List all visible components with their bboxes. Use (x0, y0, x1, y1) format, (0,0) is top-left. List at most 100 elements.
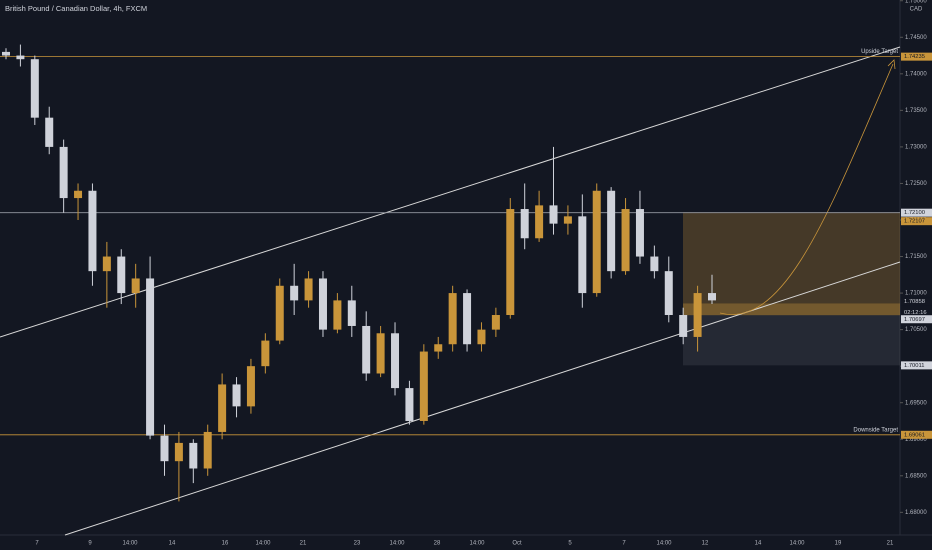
x-tick-label: 14:00 (389, 541, 405, 547)
candle-body (448, 293, 457, 345)
price-tag (901, 52, 932, 61)
x-tick-label: 14 (169, 541, 176, 547)
price-tag-label: 1.69061 (904, 432, 925, 438)
x-tick-label: 21 (887, 541, 894, 547)
candle-body (679, 315, 688, 337)
price-tag-label: 1.72100 (904, 210, 925, 216)
x-tick-label: 19 (835, 541, 842, 547)
price-tag-label: 1.70011 (904, 363, 925, 369)
x-tick-label: Oct (512, 541, 522, 547)
price-tag (901, 217, 932, 226)
x-tick-label: 5 (568, 541, 572, 547)
price-tag (901, 361, 932, 370)
x-tick-label: 14:00 (469, 541, 485, 547)
candle-body (477, 329, 486, 345)
candle-body (549, 205, 558, 224)
x-tick-label: 21 (300, 541, 307, 547)
candle-body (607, 190, 616, 272)
price-tag (901, 208, 932, 217)
candle-body (693, 293, 702, 337)
x-tick-label: 14:00 (656, 541, 672, 547)
target-zone (683, 212, 900, 316)
candle-body (232, 384, 241, 407)
candle-body (45, 117, 54, 147)
open-profit-zone (683, 303, 900, 316)
candle-body (708, 293, 716, 301)
y-tick-label: 1.74500 (905, 35, 927, 41)
candle-body (463, 293, 472, 345)
candle-body (635, 209, 644, 257)
price-tag-label: 1.70697 (904, 317, 925, 323)
candle-body (304, 278, 313, 301)
candle-body (621, 209, 630, 272)
x-tick-label: 16 (222, 541, 229, 547)
candle-body (347, 300, 356, 326)
y-tick-label: 1.68000 (905, 510, 927, 516)
candle-body (391, 333, 400, 389)
position-box (683, 212, 900, 366)
x-tick-label: 14 (755, 541, 762, 547)
stop-zone (683, 315, 900, 366)
currency-label: CAD (910, 7, 923, 13)
candle-body (434, 344, 443, 352)
y-tick-label: 1.71500 (905, 254, 927, 260)
price-tag-label: 1.72107 (904, 219, 925, 225)
chart-title: British Pound / Canadian Dollar, 4h, FXC… (5, 4, 147, 13)
candle-body (405, 388, 414, 421)
candle-body (218, 384, 227, 432)
candle-body (74, 190, 83, 199)
arrow-head (887, 59, 896, 70)
y-tick-label: 1.71000 (905, 291, 927, 297)
projection-arrow (719, 63, 894, 315)
x-tick-label: 14:00 (789, 541, 805, 547)
y-tick-label: 1.69500 (905, 400, 927, 406)
y-tick-label: 1.73500 (905, 108, 927, 114)
candle-body (376, 333, 385, 374)
price-tag (901, 315, 932, 324)
price-tag-label: 1.70858 (904, 299, 925, 305)
candle-body (102, 256, 111, 272)
candle-body (419, 351, 428, 421)
countdown: 02:12:16 (904, 310, 927, 316)
candle-body (88, 190, 97, 272)
candle-body (664, 271, 673, 316)
candle-body (333, 300, 342, 330)
level-text: Upside Target (861, 49, 898, 55)
x-tick-label: 12 (702, 541, 709, 547)
x-tick-label: 14:00 (122, 541, 138, 547)
candle-body (563, 216, 572, 224)
candle-body (275, 285, 284, 341)
candle-body (203, 431, 212, 469)
candle-body (160, 435, 169, 462)
channel-lower (64, 261, 901, 536)
candle-body (491, 315, 500, 330)
y-tick-label: 1.73000 (905, 144, 927, 150)
candle-body (189, 442, 198, 469)
candle-body (290, 285, 299, 301)
y-tick-label: 1.69000 (905, 437, 927, 443)
y-tick-label: 1.68500 (905, 473, 927, 479)
candle-body (520, 209, 529, 239)
price-tag (901, 430, 932, 439)
candle-body (2, 51, 10, 56)
y-tick-label: 1.75000 (905, 0, 927, 4)
y-tick-label: 1.74000 (905, 71, 927, 77)
price-tag (901, 297, 932, 306)
candle-body (578, 216, 587, 294)
candle-body (592, 190, 601, 294)
x-tick-label: 23 (354, 541, 361, 547)
candle-body (16, 55, 25, 60)
candle-body (362, 325, 371, 374)
candle-body (506, 209, 515, 316)
candle-body (261, 340, 270, 367)
x-tick-label: 9 (88, 541, 92, 547)
candle-body (117, 256, 126, 294)
candle-body (650, 256, 659, 272)
x-tick-label: 14:00 (255, 541, 271, 547)
candle-body (59, 146, 68, 199)
candle-body (535, 205, 544, 239)
candle-body (131, 278, 140, 294)
candle-body (318, 278, 327, 330)
y-tick-label: 1.72500 (905, 181, 927, 187)
